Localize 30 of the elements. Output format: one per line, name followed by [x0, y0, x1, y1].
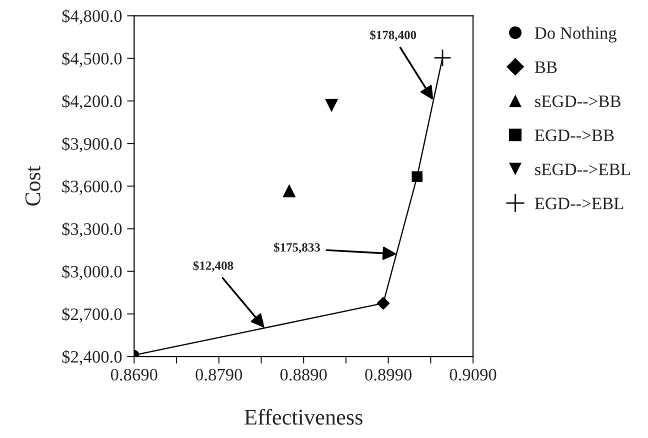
- y-axis-title: Cost: [25, 166, 40, 206]
- point: [434, 48, 452, 67]
- y-tick-label: $4,500.0: [62, 52, 122, 68]
- x-tick-label: 0.8690: [110, 368, 158, 381]
- annotation: $175,833: [274, 242, 320, 254]
- y-tick-label: $3,300.0: [62, 222, 122, 238]
- legend-label: EGD-->BB: [534, 130, 614, 142]
- x-axis-title: Effectiveness: [244, 408, 362, 425]
- y-tick-label: $3,900.0: [62, 137, 122, 152]
- y-tick-label: $4,800.0: [62, 9, 122, 24]
- legend-label: sEGD-->EBL: [535, 164, 630, 176]
- x-tick-label: 0.9090: [450, 368, 496, 381]
- point: [324, 98, 338, 112]
- y-tick-label: $2,700.0: [62, 307, 122, 323]
- legend-label: BB: [534, 61, 557, 73]
- y-tick-label: $3,600.0: [62, 180, 122, 195]
- point: [282, 184, 296, 198]
- x-tick-label: 0.8990: [365, 368, 412, 381]
- legend-label: Do Nothing: [534, 26, 617, 42]
- x-tick-label: 0.8890: [280, 368, 327, 381]
- annotation: $12,408: [193, 260, 234, 272]
- annotation: $178,400: [370, 30, 416, 42]
- legend-label: EGD-->EBL: [534, 198, 624, 210]
- y-tick-label: $2,400.0: [62, 350, 122, 366]
- x-tick-label: 0.8790: [196, 368, 242, 381]
- y-tick-label: $3,000.0: [62, 264, 122, 280]
- point: [376, 296, 390, 310]
- point: [412, 171, 422, 182]
- legend-label: sEGD-->BB: [535, 95, 620, 108]
- y-tick-label: $4,200.0: [62, 94, 122, 110]
